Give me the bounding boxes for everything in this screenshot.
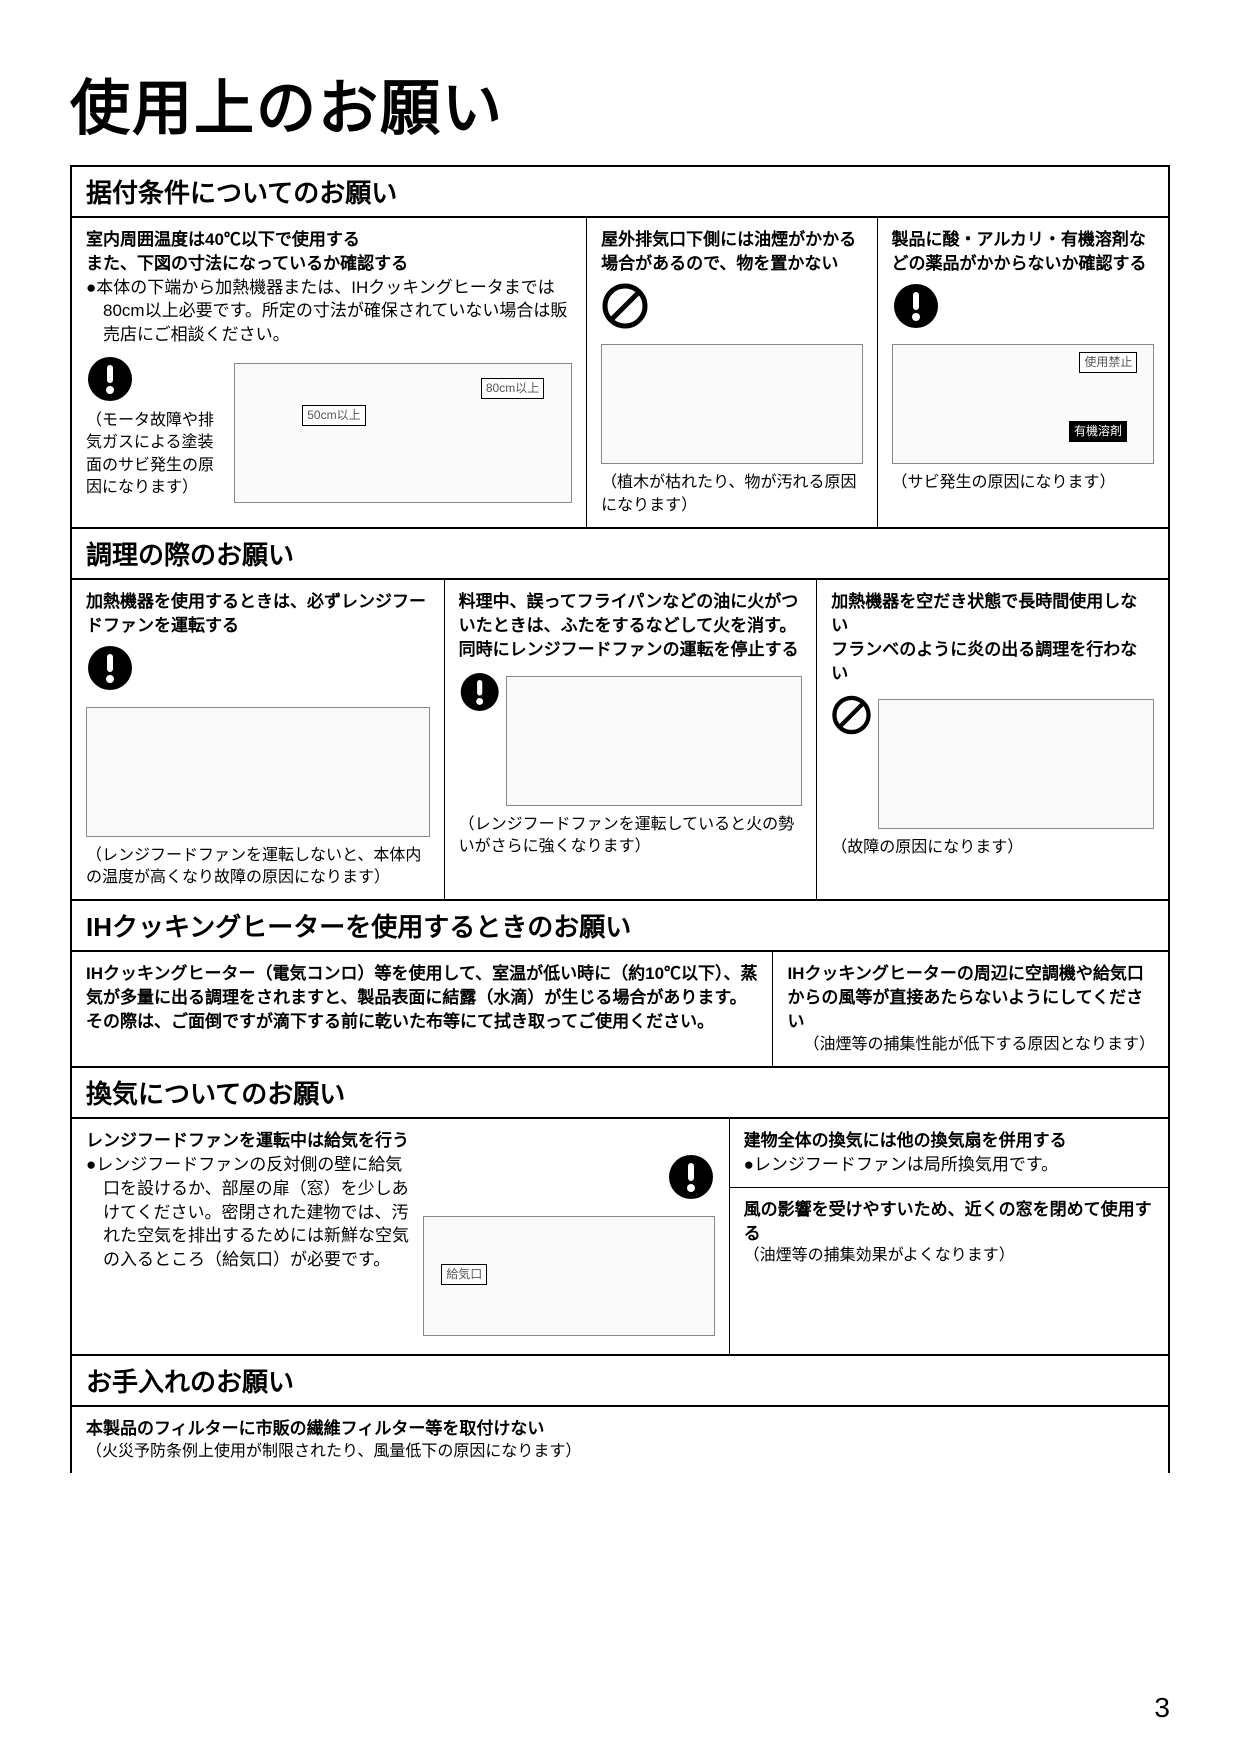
cell-title: 料理中、誤ってフライパンなどの油に火がついたときは、ふたをするなどして火を消す。… (459, 590, 803, 661)
cell-bullet: ●レンジフードファンは局所換気用です。 (744, 1153, 1154, 1177)
cell-chemicals: 製品に酸・アルカリ・有機溶剤などの薬品がかからないか確認する 使用禁止 有機溶剤… (878, 218, 1168, 527)
cell-oil-fire: 料理中、誤ってフライパンなどの油に火がついたときは、ふたをするなどして火を消す。… (445, 580, 818, 899)
cell-note: （レンジフードファンを運転しないと、本体内の温度が高くなり故障の原因になります） (86, 845, 430, 890)
diagram-oil-fire (506, 676, 802, 806)
diagram-label: 80cm以上 (481, 378, 544, 399)
cell-run-fan: 加熱機器を使用するときは、必ずレンジフードファンを運転する （レンジフードファン… (72, 580, 445, 899)
cell-title: 加熱機器を空だき状態で長時間使用しない (831, 590, 1154, 638)
prohibit-icon (831, 691, 872, 739)
cell-vent-right: 建物全体の換気には他の換気扇を併用する ●レンジフードファンは局所換気用です。 … (730, 1119, 1168, 1354)
section-ih: IHクッキングヒーターを使用するときのお願い IHクッキングヒーター（電気コンロ… (70, 899, 1170, 1066)
section-header-cooking: 調理の際のお願い (72, 529, 1168, 580)
section-ventilation: 換気についてのお願い レンジフードファンを運転中は給気を行う ●レンジフードファ… (70, 1066, 1170, 1354)
cell-note: （油煙等の捕集性能が低下する原因となります） (787, 1034, 1154, 1056)
diagram-label: 使用禁止 (1079, 352, 1137, 373)
diagram-exhaust (601, 344, 862, 464)
cell-note: （サビ発生の原因になります） (892, 472, 1154, 494)
warning-icon (892, 282, 940, 330)
section-installation: 据付条件についてのお願い 室内周囲温度は40℃以下で使用する また、下図の寸法に… (70, 165, 1170, 527)
section-maintenance: お手入れのお願い 本製品のフィルターに市販の繊維フィルター等を取付けない （火災… (70, 1354, 1170, 1473)
diagram-supply-air: 給気口 (423, 1216, 715, 1336)
diagram-label: 給気口 (441, 1264, 487, 1285)
cell-filter: 本製品のフィルターに市販の繊維フィルター等を取付けない （火災予防条例上使用が制… (72, 1407, 1168, 1473)
diagram-flambe (878, 699, 1154, 829)
cell-title: フランベのように炎の出る調理を行わない (831, 638, 1154, 686)
cell-note: （植木が枯れたり、物が汚れる原因になります） (601, 472, 862, 517)
cell-temperature: 室内周囲温度は40℃以下で使用する また、下図の寸法になっているか確認する ●本… (72, 218, 587, 527)
cell-ih-condensation: IHクッキングヒーター（電気コンロ）等を使用して、室温が低い時に（約10℃以下）… (72, 952, 773, 1066)
section-header-maintenance: お手入れのお願い (72, 1356, 1168, 1407)
diagram-run-fan (86, 707, 430, 837)
cell-note: （油煙等の捕集効果がよくなります） (744, 1245, 1154, 1267)
cell-title: レンジフードファンを運転中は給気を行う (86, 1129, 715, 1153)
warning-icon (459, 668, 500, 716)
warning-icon (667, 1153, 715, 1201)
warning-icon (86, 644, 134, 692)
section-header-ventilation: 換気についてのお願い (72, 1068, 1168, 1119)
warning-icon (86, 355, 134, 403)
diagram-chemicals: 使用禁止 有機溶剤 (892, 344, 1154, 464)
cell-text: IHクッキングヒーター（電気コンロ）等を使用して、室温が低い時に（約10℃以下）… (86, 964, 758, 1031)
cell-title: 風の影響を受けやすいため、近くの窓を閉めて使用する (744, 1198, 1154, 1246)
cell-title: また、下図の寸法になっているか確認する (86, 252, 572, 276)
section-header-installation: 据付条件についてのお願い (72, 167, 1168, 218)
cell-title: IHクッキングヒーターの周辺に空調機や給気口からの風等が直接あたらないようにして… (787, 962, 1154, 1033)
page-number: 3 (1154, 1692, 1170, 1724)
cell-note: （故障の原因になります） (831, 837, 1154, 859)
page-title: 使用上のお願い (70, 60, 1170, 147)
section-header-ih: IHクッキングヒーターを使用するときのお願い (72, 901, 1168, 952)
cell-title: 建物全体の換気には他の換気扇を併用する (744, 1129, 1154, 1153)
cell-ih-airflow: IHクッキングヒーターの周辺に空調機や給気口からの風等が直接あたらないようにして… (773, 952, 1168, 1066)
cell-note: （モータ故障や排気ガスによる塗装面のサビ発生の原因になります） (86, 410, 226, 500)
cell-title: 本製品のフィルターに市販の繊維フィルター等を取付けない (86, 1417, 1154, 1441)
cell-bullet: ●レンジフードファンの反対側の壁に給気口を設けるか、部屋の扉（窓）を少しあけてく… (86, 1153, 413, 1344)
cell-note: （火災予防条例上使用が制限されたり、風量低下の原因になります） (86, 1441, 1154, 1463)
cell-title: 加熱機器を使用するときは、必ずレンジフードファンを運転する (86, 590, 430, 638)
cell-empty-heat: 加熱機器を空だき状態で長時間使用しない フランベのように炎の出る調理を行わない … (817, 580, 1168, 899)
prohibit-icon (601, 282, 649, 330)
cell-bullet: ●本体の下端から加熱機器または、IHクッキングヒータまでは80cm以上必要です。… (86, 276, 572, 347)
cell-supply-air: レンジフードファンを運転中は給気を行う ●レンジフードファンの反対側の壁に給気口… (72, 1119, 730, 1354)
cell-title: 室内周囲温度は40℃以下で使用する (86, 228, 572, 252)
diagram-label: 50cm以上 (302, 405, 365, 426)
cell-exhaust: 屋外排気口下側には油煙がかかる場合があるので、物を置かない （植木が枯れたり、物… (587, 218, 877, 527)
cell-note: （レンジフードファンを運転していると火の勢いがさらに強くなります） (459, 814, 803, 859)
diagram-installation-dimensions: 50cm以上 80cm以上 (234, 363, 572, 503)
cell-title: 製品に酸・アルカリ・有機溶剤などの薬品がかからないか確認する (892, 228, 1154, 276)
cell-title: 屋外排気口下側には油煙がかかる場合があるので、物を置かない (601, 228, 862, 276)
section-cooking: 調理の際のお願い 加熱機器を使用するときは、必ずレンジフードファンを運転する （… (70, 527, 1170, 899)
diagram-label: 有機溶剤 (1069, 421, 1127, 442)
